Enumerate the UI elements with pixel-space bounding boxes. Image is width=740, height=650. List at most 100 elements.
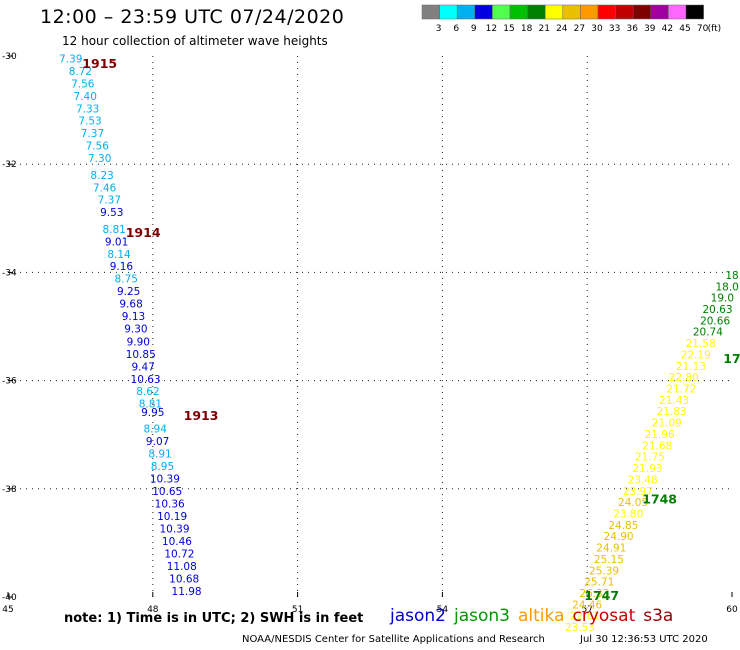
wave-height-value: 10.85	[126, 349, 156, 361]
wave-height-value: 8.23	[90, 170, 113, 182]
wave-height-value: 23.97	[623, 486, 653, 498]
pass-time-label: 1914	[126, 225, 161, 240]
wave-height-value: 8.75	[115, 274, 138, 286]
wave-height-value: 8.95	[151, 461, 174, 473]
y-tick-label: -30	[2, 52, 17, 62]
wave-height-value: 7.53	[78, 116, 101, 128]
page-title: 12:00 – 23:59 UTC 07/24/2020	[40, 6, 345, 28]
legend-label: 30	[591, 24, 603, 34]
wave-height-value: 21.72	[666, 384, 696, 396]
wave-height-value: 10.65	[152, 486, 182, 498]
wave-height-value: 10.39	[150, 473, 180, 485]
pass-time-label: 17	[723, 351, 740, 366]
legend-label: 42	[662, 24, 673, 34]
wave-height-value: 7.33	[76, 103, 99, 115]
wave-height-value: 9.25	[117, 286, 140, 298]
wave-height-value: 21.13	[676, 361, 706, 373]
wave-height-value: 7.37	[81, 128, 104, 140]
legend-label: 24	[556, 24, 568, 34]
wave-height-value: 10.36	[155, 499, 185, 511]
legend-label: 3	[436, 24, 442, 34]
pass-time-label: 1915	[82, 56, 117, 71]
wave-height-value: 8.81	[139, 399, 162, 411]
x-tick-label: 54	[437, 605, 449, 615]
legend-label: 33	[609, 24, 620, 34]
y-tick-label: -34	[2, 268, 17, 278]
wave-height-value: 24.90	[604, 531, 634, 543]
wave-height-value: 7.37	[98, 195, 121, 207]
wave-height-value: 8.91	[148, 448, 171, 460]
legend-label: 18	[521, 24, 533, 34]
wave-height-value: 22.61	[570, 611, 600, 623]
y-tick-label: -36	[2, 377, 17, 387]
wave-height-value: 21.93	[633, 463, 663, 475]
wave-height-value: 21.75	[635, 452, 665, 464]
wave-height-value: 9.13	[122, 311, 145, 323]
wave-height-value: 7.56	[86, 141, 110, 153]
wave-height-value: 9.90	[127, 336, 150, 348]
color-legend: 3 6 9 12 15 18 21 24 27 30 33 36 39 42 45 70 (ft)	[421, 4, 722, 34]
wave-height-value: 24.46	[572, 599, 602, 611]
legend-label: 9	[471, 24, 477, 34]
x-tick-label: 51	[292, 605, 303, 615]
legend-swatch	[685, 4, 704, 20]
wave-height-value: 21.09	[652, 418, 682, 430]
wave-height-value: 7.39	[59, 53, 82, 65]
wave-height-value: 8.94	[144, 424, 168, 436]
legend-label: 39	[644, 24, 656, 34]
wave-height-value: 21.96	[645, 429, 675, 441]
pass-time-label: 1748	[642, 492, 677, 507]
wave-height-value: 20.74	[693, 327, 723, 339]
wave-height-value: 7.30	[88, 153, 111, 165]
wave-height-value: 21.83	[657, 406, 687, 418]
wave-height-value: 22.19	[681, 349, 711, 361]
wave-height-value: 25.39	[589, 565, 619, 577]
wave-height-value: 24.85	[608, 520, 638, 532]
wave-height-value: 23.80	[613, 508, 643, 520]
wave-height-value: 23.48	[628, 474, 658, 486]
wave-height-value: 11.08	[167, 561, 197, 573]
x-tick-label: 48	[147, 605, 159, 615]
credit-line: NOAA/NESDIS Center for Satellite Applica…	[242, 634, 545, 645]
timestamp: Jul 30 12:36:53 UTC 2020	[580, 634, 708, 645]
wave-height-value: 21.58	[686, 338, 716, 350]
legend-label: 70	[697, 24, 709, 34]
wave-height-value: 25.15	[594, 554, 624, 566]
wave-height-value: 21.68	[642, 440, 672, 452]
y-tick-label: -40	[2, 593, 17, 603]
wave-height-value: 8.81	[102, 224, 125, 236]
wave-height-value: 9.47	[131, 361, 154, 373]
wave-height-value: 10.46	[162, 536, 192, 548]
legend-label: 21	[538, 24, 549, 34]
satellite-legend: jason2 jason3 altika cryosat s3a	[390, 606, 681, 626]
wave-height-value: 22.80	[669, 372, 699, 384]
wave-height-value: 26.33	[579, 588, 609, 600]
wave-height-value: 11.98	[172, 586, 202, 598]
x-tick-label: 45	[2, 605, 13, 615]
wave-height-value: 19.0	[711, 293, 734, 305]
wave-height-value: 18.0	[715, 281, 738, 293]
y-tick-label: -38	[2, 485, 17, 495]
footer-note: note: 1) Time is in UTC; 2) SWH is in fe…	[64, 611, 364, 626]
wave-height-value: 23.53	[565, 622, 595, 634]
wave-height-value: 20.63	[702, 304, 732, 316]
wave-height-value: 10.72	[164, 549, 194, 561]
wave-height-value: 20.66	[700, 315, 730, 327]
wave-height-value: 24.05	[618, 497, 648, 509]
satellite-name: cryosat	[572, 606, 636, 626]
wave-height-value: 21.43	[659, 395, 689, 407]
pass-time-label: 1913	[184, 408, 219, 423]
legend-label: 12	[486, 24, 497, 34]
legend-unit: (ft)	[708, 24, 722, 34]
wave-height-value: 10.39	[159, 524, 189, 536]
wave-height-value: 7.40	[74, 91, 97, 103]
wave-height-value: 9.30	[124, 323, 147, 335]
wave-height-value: 9.01	[105, 236, 128, 248]
wave-height-value: 8.72	[69, 66, 92, 78]
wave-height-value: 18	[725, 270, 738, 282]
pass-time-label: 1747	[584, 588, 619, 603]
page-subtitle: 12 hour collection of altimeter wave hei…	[62, 34, 328, 48]
satellite-name: altika	[518, 606, 565, 626]
